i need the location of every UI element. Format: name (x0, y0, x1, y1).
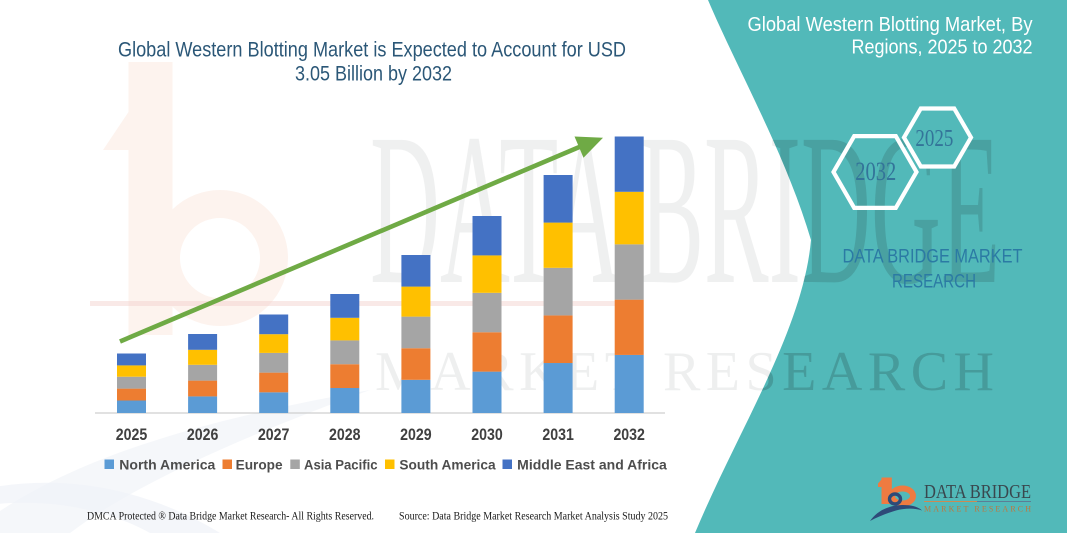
svg-text:North America: North America (119, 457, 216, 472)
svg-text:2032: 2032 (855, 157, 896, 186)
svg-text:3.05 Billion by 2032: 3.05 Billion by 2032 (295, 63, 452, 86)
svg-text:Middle East and Africa: Middle East and Africa (517, 457, 667, 472)
svg-text:DATA BRIDGE: DATA BRIDGE (924, 481, 1031, 503)
svg-text:2032: 2032 (613, 426, 645, 444)
svg-text:Source: Data Bridge Market Res: Source: Data Bridge Market Research Mark… (399, 511, 668, 523)
svg-text:South America: South America (399, 457, 496, 472)
svg-text:DMCA Protected ® Data Bridge M: DMCA Protected ® Data Bridge Market Rese… (87, 511, 374, 523)
svg-text:2025: 2025 (116, 426, 148, 444)
svg-text:Asia Pacific: Asia Pacific (304, 457, 378, 472)
svg-text:DATA BRIDGE MARKET: DATA BRIDGE MARKET (843, 247, 1023, 268)
svg-text:2029: 2029 (400, 426, 432, 444)
svg-text:2027: 2027 (258, 426, 290, 444)
svg-text:Regions, 2025 to 2032: Regions, 2025 to 2032 (852, 37, 1033, 59)
svg-text:2026: 2026 (187, 426, 219, 444)
svg-text:Global Western Blotting Market: Global Western Blotting Market is Expect… (118, 39, 626, 62)
svg-text:2031: 2031 (542, 426, 574, 444)
svg-text:2028: 2028 (329, 426, 361, 444)
svg-text:Global Western Blotting Market: Global Western Blotting Market, By (748, 14, 1033, 36)
svg-text:2030: 2030 (471, 426, 503, 444)
svg-text:RESEARCH: RESEARCH (892, 272, 976, 293)
svg-text:MARKET RESEARCH: MARKET RESEARCH (924, 505, 1031, 514)
svg-text:Europe: Europe (236, 457, 283, 472)
svg-text:2025: 2025 (915, 126, 953, 152)
